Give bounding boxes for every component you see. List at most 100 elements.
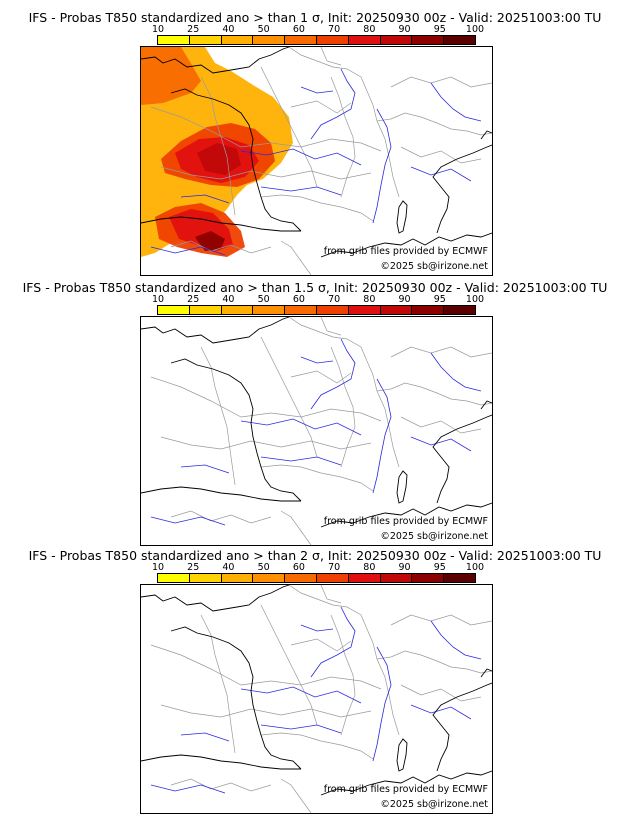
river [151,517,225,525]
admin-border [321,47,341,65]
river [431,621,481,659]
colorbar-tick-label: 70 [328,24,340,35]
colorbar-tick-label: 90 [399,24,411,35]
colorbar-segment [222,306,254,314]
colorbar [157,35,476,45]
coastline [141,585,289,611]
coastline [141,317,289,343]
river [241,687,361,703]
colorbar-segment [412,36,444,44]
river [431,353,481,391]
colorbar-segment [444,574,475,582]
colorbar-tick-label: 50 [258,24,270,35]
river [311,607,355,677]
colorbar-tick-label: 95 [434,294,446,305]
colorbar-segment [222,574,254,582]
river [311,339,355,409]
colorbar-tick-label: 90 [399,294,411,305]
admin-border [161,705,371,717]
colorbar-segment [190,574,222,582]
river [241,419,361,435]
admin-border [401,685,481,701]
colorbar-segment [158,574,190,582]
colorbar-tick-label: 40 [222,24,234,35]
colorbar-segment [190,306,222,314]
colorbar-tick-label: 40 [222,562,234,573]
coastline [433,683,492,771]
data-credit: from grib files provided by ECMWF [324,246,488,257]
admin-border [261,195,373,221]
colorbar-tick-labels: 10 25 40 50 60 70 80 90 95 100 [157,294,477,305]
river [431,83,481,121]
river [411,167,471,181]
colorbar-segment [158,36,190,44]
admin-border [171,779,271,791]
colorbar-tick-label: 10 [152,24,164,35]
admin-border [331,77,355,197]
colorbar-tick-label: 60 [293,294,305,305]
colorbar-tick-label: 90 [399,562,411,573]
river [261,725,341,733]
river [373,647,391,761]
admin-border [289,47,399,197]
probability-map: from grib files provided by ECMWF ©2025 … [140,584,493,814]
island-coastline [397,201,407,233]
colorbar-segment [317,574,349,582]
data-credit: from grib files provided by ECMWF [324,784,488,795]
colorbar-segment [253,574,285,582]
forecast-panel-1sigma: IFS - Probas T850 standardized ano > tha… [0,10,630,280]
colorbar-tick-label: 50 [258,562,270,573]
admin-border [391,77,492,87]
colorbar-segment [285,306,317,314]
admin-border [289,585,399,735]
colorbar-tick-label: 60 [293,562,305,573]
colorbar-tick-label: 70 [328,562,340,573]
coastline [433,145,492,233]
admin-border [321,585,341,603]
colorbar-segment [253,306,285,314]
admin-border [281,511,311,545]
admin-border [331,615,355,735]
colorbar [157,305,476,315]
data-credit: from grib files provided by ECMWF [324,516,488,527]
colorbar-segment [349,306,381,314]
colorbar-segment [349,36,381,44]
admin-border [261,337,317,457]
colorbar-tick-label: 80 [363,562,375,573]
colorbar-segment [444,306,475,314]
admin-border [281,779,311,813]
colorbar-tick-labels: 10 25 40 50 60 70 80 90 95 100 [157,562,477,573]
colorbar-segment [317,36,349,44]
colorbar-segment [412,574,444,582]
colorbar-segment [158,306,190,314]
colorbar-segment [190,36,222,44]
river [411,705,471,719]
admin-border [289,317,399,467]
admin-border [281,241,311,275]
admin-border [377,651,492,673]
forecast-panel-2sigma: IFS - Probas T850 standardized ano > tha… [0,548,630,818]
forecast-panel-1-5sigma: IFS - Probas T850 standardized ano > tha… [0,280,630,550]
copyright-notice: ©2025 sb@irizone.net [380,799,488,810]
colorbar-tick-label: 80 [363,294,375,305]
colorbar-tick-label: 95 [434,24,446,35]
colorbar-segment [349,574,381,582]
admin-border [401,417,481,433]
admin-border [401,147,481,163]
island-coastline [397,471,407,503]
admin-border [151,645,381,689]
colorbar-tick-label: 50 [258,294,270,305]
admin-border [151,377,381,421]
admin-border [377,383,492,405]
admin-border [377,113,492,135]
colorbar-tick-label: 60 [293,24,305,35]
admin-border [321,317,341,335]
admin-border [161,437,371,449]
colorbar [157,573,476,583]
probability-map: from grib files provided by ECMWF ©2025 … [140,316,493,546]
admin-border [261,733,373,759]
colorbar-segment [222,36,254,44]
colorbar-tick-label: 70 [328,294,340,305]
river [181,733,229,741]
colorbar-segment [253,36,285,44]
